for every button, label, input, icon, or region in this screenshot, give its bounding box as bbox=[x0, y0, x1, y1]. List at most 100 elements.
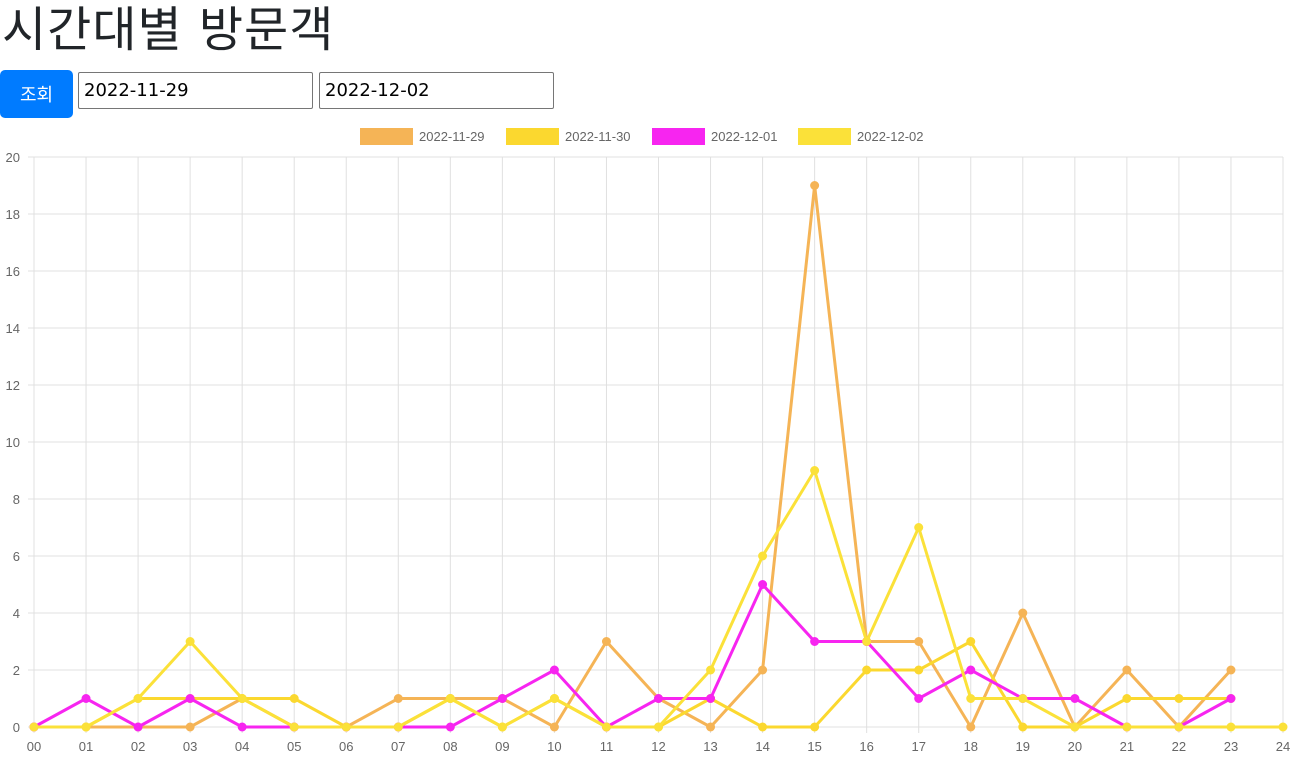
data-point bbox=[601, 637, 611, 646]
data-point bbox=[601, 722, 611, 732]
chart-legend: 2022-11-29 2022-11-30 2022-12-01 2022-12-02 bbox=[360, 128, 924, 145]
x-tick-label: 22 bbox=[1172, 739, 1186, 754]
x-tick-label: 00 bbox=[27, 739, 41, 754]
data-point bbox=[706, 722, 716, 732]
data-point bbox=[1174, 694, 1184, 703]
x-tick-label: 20 bbox=[1068, 739, 1082, 754]
data-point bbox=[133, 722, 143, 732]
data-point bbox=[1018, 722, 1028, 732]
data-point bbox=[914, 665, 924, 675]
data-point bbox=[445, 722, 455, 732]
data-point bbox=[549, 722, 559, 732]
data-point bbox=[914, 523, 924, 532]
x-tick-label: 05 bbox=[287, 739, 301, 754]
data-point bbox=[1226, 694, 1236, 703]
data-point bbox=[1122, 694, 1132, 703]
x-tick-label: 13 bbox=[703, 739, 717, 754]
x-tick-label: 21 bbox=[1120, 739, 1134, 754]
x-tick-label: 10 bbox=[547, 739, 561, 754]
data-point bbox=[654, 694, 663, 703]
legend-swatch bbox=[360, 128, 413, 145]
x-tick-label: 18 bbox=[964, 739, 978, 754]
data-point bbox=[810, 181, 820, 190]
y-tick-label: 12 bbox=[6, 378, 20, 393]
legend-swatch bbox=[506, 128, 559, 145]
query-button[interactable]: 조회 bbox=[0, 70, 73, 118]
x-tick-label: 16 bbox=[859, 739, 873, 754]
chart-axes: 00 01 02 03 04 05 06 07 08 09 10 11 12 13 14 15 16 17 18 19… bbox=[6, 150, 1291, 754]
data-point bbox=[758, 580, 768, 589]
data-point bbox=[966, 694, 976, 703]
page-title: 시간대별 방문객 bbox=[2, 2, 335, 58]
x-tick-label: 24 bbox=[1276, 739, 1290, 754]
data-point bbox=[549, 665, 559, 675]
x-tick-label: 15 bbox=[807, 739, 821, 754]
x-tick-label: 01 bbox=[79, 739, 93, 754]
chart-series bbox=[29, 181, 1288, 732]
x-tick-label: 14 bbox=[755, 739, 769, 754]
x-tick-label: 19 bbox=[1016, 739, 1030, 754]
data-point bbox=[393, 694, 403, 703]
y-tick-label: 4 bbox=[13, 606, 20, 621]
data-point bbox=[810, 722, 820, 732]
data-point bbox=[862, 637, 872, 646]
legend-label: 2022-12-01 bbox=[711, 129, 778, 144]
data-point bbox=[1174, 722, 1184, 732]
x-tick-label: 04 bbox=[235, 739, 249, 754]
x-tick-label: 07 bbox=[391, 739, 405, 754]
y-tick-label: 10 bbox=[6, 435, 20, 450]
legend-label: 2022-12-02 bbox=[857, 129, 924, 144]
series-line-2022-12-01 bbox=[33, 583, 1232, 729]
data-point bbox=[289, 722, 299, 732]
x-tick-label: 02 bbox=[131, 739, 145, 754]
data-point bbox=[1070, 694, 1080, 703]
x-tick-label: 11 bbox=[600, 739, 614, 754]
data-point bbox=[133, 694, 143, 703]
data-point bbox=[810, 466, 820, 475]
legend-label: 2022-11-30 bbox=[565, 129, 631, 144]
data-point bbox=[81, 722, 91, 732]
data-point bbox=[237, 722, 247, 732]
data-point bbox=[185, 637, 195, 646]
data-point bbox=[185, 694, 195, 703]
data-point bbox=[966, 665, 976, 675]
data-point bbox=[497, 694, 507, 703]
y-tick-label: 14 bbox=[6, 321, 20, 336]
end-date-input[interactable] bbox=[319, 72, 554, 109]
legend-label: 2022-11-29 bbox=[419, 129, 485, 144]
data-point bbox=[914, 694, 924, 703]
y-tick-label: 18 bbox=[6, 207, 20, 222]
legend-swatch bbox=[798, 128, 851, 145]
y-tick-label: 2 bbox=[13, 663, 20, 678]
data-point bbox=[237, 694, 247, 703]
x-tick-label: 12 bbox=[651, 739, 665, 754]
chart-grid bbox=[28, 156, 1284, 733]
data-point bbox=[497, 722, 507, 732]
data-point bbox=[185, 722, 195, 732]
y-tick-label: 16 bbox=[6, 264, 20, 279]
x-tick-label: 23 bbox=[1224, 739, 1238, 754]
legend-swatch bbox=[652, 128, 705, 145]
data-point bbox=[1018, 694, 1028, 703]
data-point bbox=[706, 694, 716, 703]
series-line-2022-11-29 bbox=[34, 184, 1233, 729]
data-point bbox=[549, 694, 559, 703]
data-point bbox=[810, 637, 820, 646]
start-date-input[interactable] bbox=[78, 72, 313, 109]
data-point bbox=[29, 722, 39, 732]
data-point bbox=[445, 694, 455, 703]
data-point bbox=[758, 551, 768, 561]
data-point bbox=[654, 722, 663, 732]
x-tick-label: 06 bbox=[339, 739, 353, 754]
data-point bbox=[341, 722, 351, 732]
y-tick-label: 20 bbox=[6, 150, 20, 165]
data-point bbox=[1278, 722, 1288, 732]
y-tick-label: 8 bbox=[13, 492, 20, 507]
data-point bbox=[758, 665, 768, 675]
data-point bbox=[1226, 722, 1236, 732]
data-point bbox=[393, 722, 403, 732]
data-point bbox=[1226, 665, 1236, 675]
data-point bbox=[706, 665, 716, 675]
data-point bbox=[966, 722, 976, 732]
y-tick-label: 6 bbox=[13, 549, 20, 564]
